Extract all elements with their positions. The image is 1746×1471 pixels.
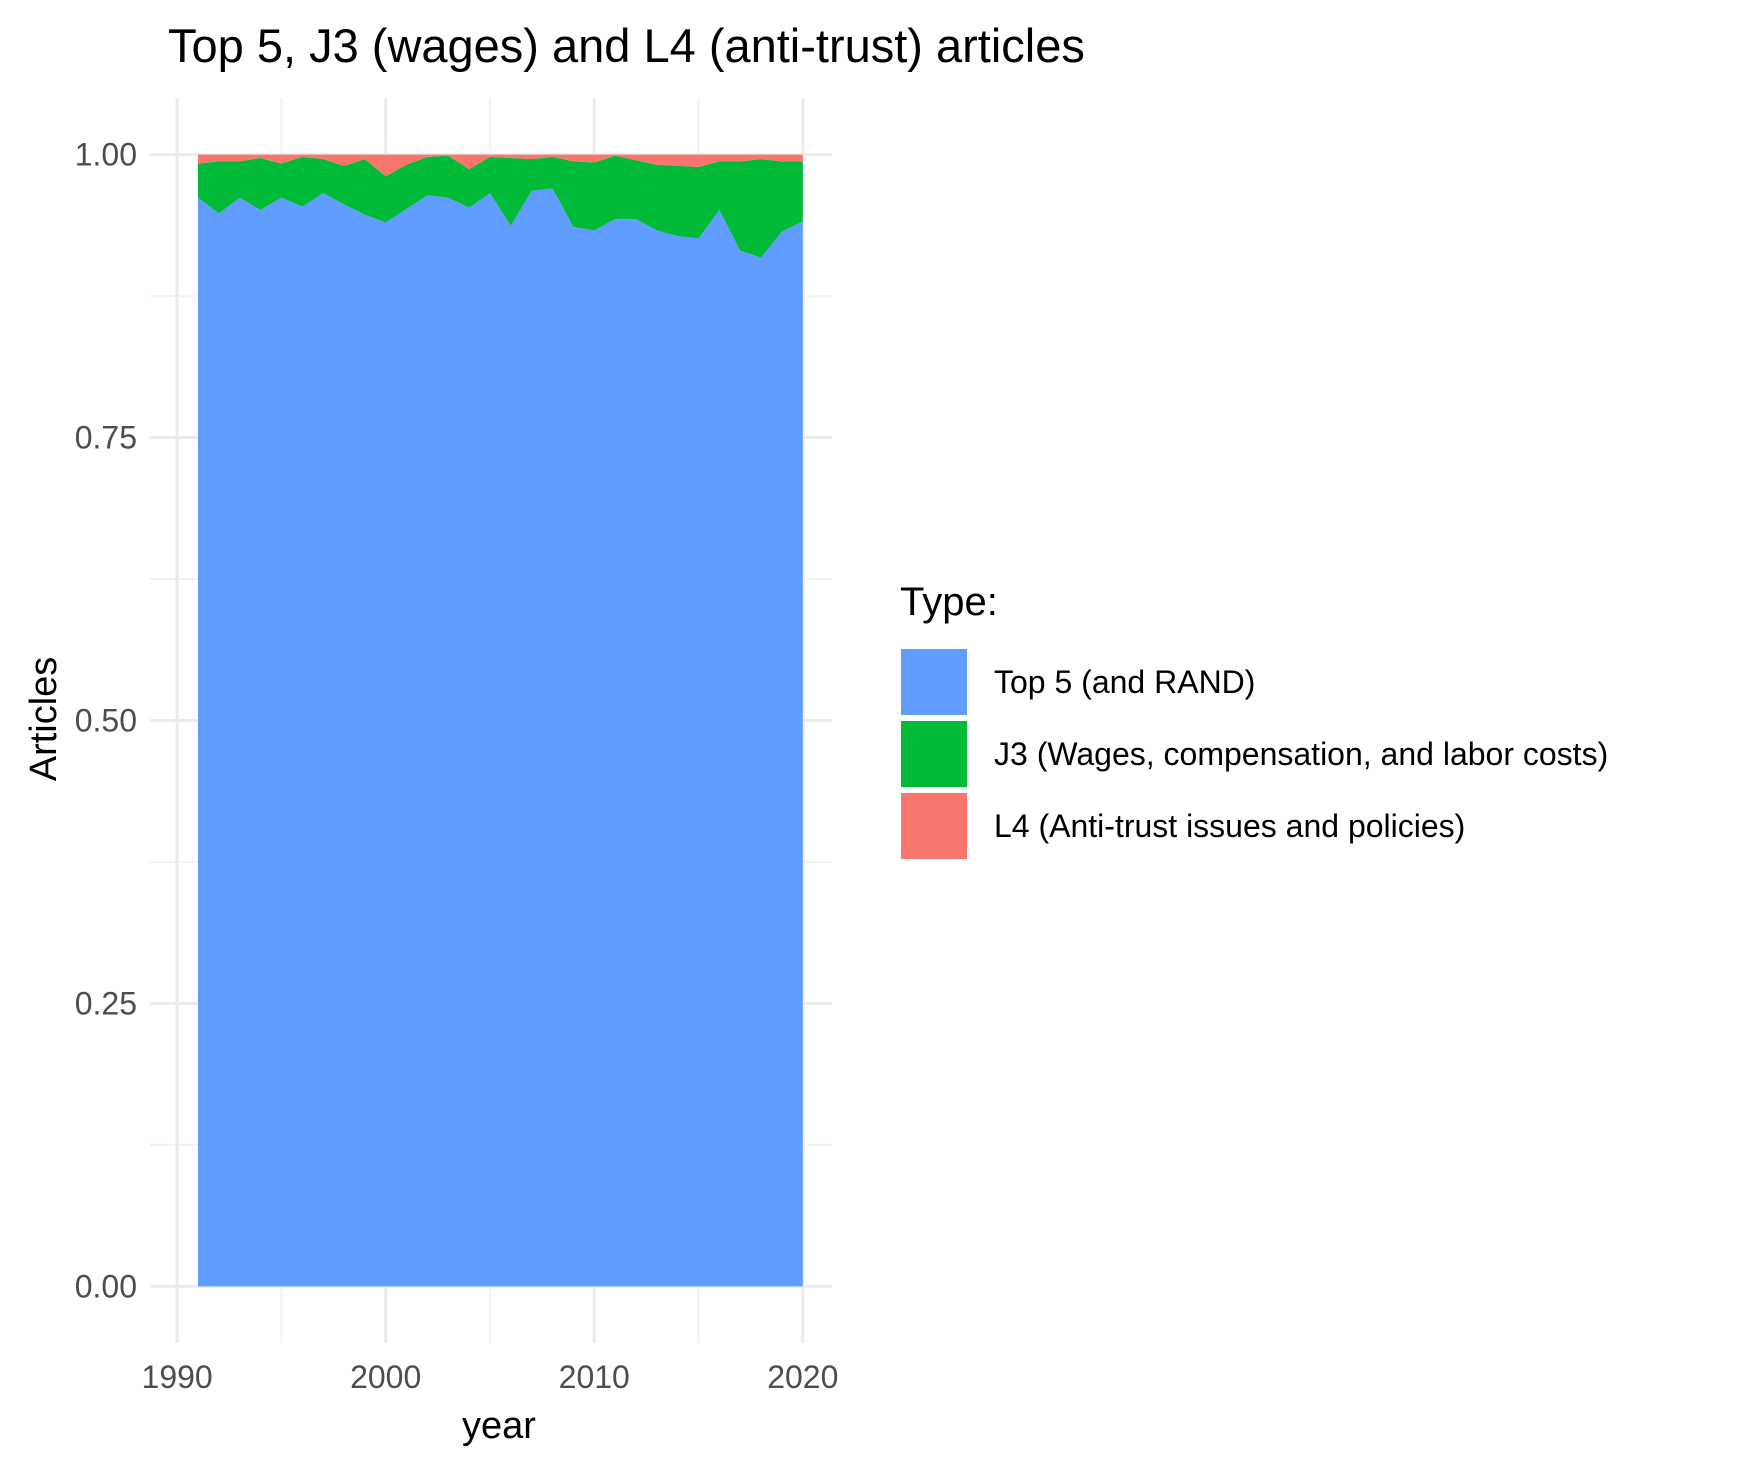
y-tick-label: 1.00 — [75, 137, 137, 173]
area-series-1 — [197, 155, 803, 258]
y-tick-label: 0.00 — [75, 1268, 137, 1304]
stacked-areas — [197, 154, 803, 1287]
x-tick-label: 1990 — [142, 1359, 213, 1395]
y-tick-label: 0.50 — [75, 703, 137, 739]
area-series-2 — [197, 154, 803, 177]
legend-title: Type: — [900, 580, 998, 624]
legend-label-1: J3 (Wages, compensation, and labor costs… — [994, 736, 1608, 772]
y-tick-label: 0.75 — [75, 420, 137, 456]
legend: Type: Top 5 (and RAND) J3 (Wages, compens… — [900, 580, 1608, 859]
x-axis-ticks: 1990 2000 2010 2020 — [142, 1359, 839, 1395]
y-tick-label: 0.25 — [75, 985, 137, 1021]
legend-key-2 — [901, 793, 967, 859]
y-axis-ticks: 0.00 0.25 0.50 0.75 1.00 — [75, 137, 137, 1305]
area-series-0 — [197, 188, 803, 1287]
x-tick-label: 2000 — [350, 1359, 421, 1395]
chart-title: Top 5, J3 (wages) and L4 (anti-trust) ar… — [168, 19, 1085, 72]
x-axis-title: year — [462, 1405, 536, 1447]
x-tick-label: 2020 — [767, 1359, 838, 1395]
legend-key-1 — [901, 721, 967, 787]
y-axis-title: Articles — [23, 657, 65, 782]
legend-label-2: L4 (Anti-trust issues and policies) — [994, 808, 1465, 844]
legend-label-0: Top 5 (and RAND) — [994, 664, 1255, 700]
x-tick-label: 2010 — [559, 1359, 630, 1395]
legend-key-0 — [901, 649, 967, 715]
